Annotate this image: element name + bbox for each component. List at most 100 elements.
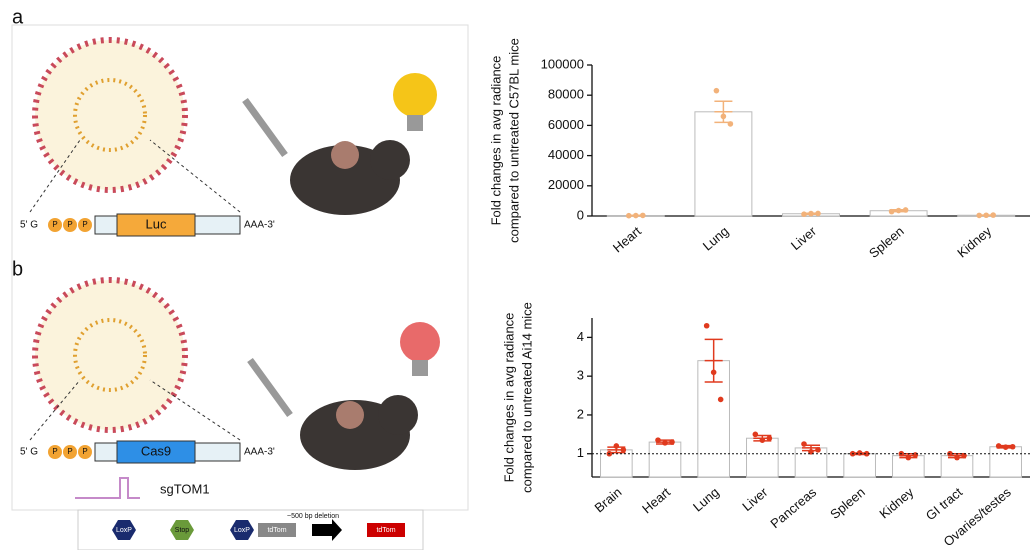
data-point bbox=[913, 452, 919, 458]
zoom-line bbox=[150, 380, 240, 440]
data-point bbox=[801, 211, 807, 217]
data-point bbox=[996, 443, 1002, 449]
nanoparticle bbox=[35, 40, 185, 190]
y-tick-label: 0 bbox=[577, 207, 584, 222]
data-point bbox=[728, 121, 734, 127]
data-point bbox=[906, 455, 912, 461]
bar bbox=[695, 112, 752, 216]
y-tick-label: 4 bbox=[577, 329, 584, 344]
panel-label: b bbox=[12, 258, 23, 280]
mrna-label: 5' G bbox=[20, 220, 38, 231]
syringe bbox=[250, 360, 290, 415]
y-tick-label: 40000 bbox=[548, 147, 584, 162]
mrna-label: 5' G bbox=[20, 447, 38, 458]
cap-label: P bbox=[82, 447, 87, 456]
data-point bbox=[815, 211, 821, 217]
stop-label: Stop bbox=[175, 527, 190, 534]
bar bbox=[649, 442, 681, 477]
cap-label: P bbox=[52, 220, 57, 229]
sgrna-label: sgTOM1 bbox=[160, 481, 210, 496]
data-point bbox=[976, 213, 982, 219]
x-tick-label: Spleen bbox=[866, 223, 907, 261]
data-point bbox=[614, 443, 620, 449]
data-point bbox=[990, 212, 996, 218]
data-point bbox=[669, 439, 675, 445]
bulb-base bbox=[407, 115, 423, 131]
data-point bbox=[662, 440, 668, 446]
data-point bbox=[721, 114, 727, 120]
y-tick-label: 80000 bbox=[548, 87, 584, 102]
x-tick-label: Liver bbox=[788, 223, 820, 253]
data-point bbox=[801, 441, 807, 447]
y-axis-label: compared to untreated C57BL mice bbox=[506, 38, 521, 243]
bulb-base bbox=[412, 360, 428, 376]
data-point bbox=[903, 207, 909, 213]
y-tick-label: 20000 bbox=[548, 177, 584, 192]
data-point bbox=[714, 88, 720, 94]
x-tick-label: Brain bbox=[592, 484, 625, 515]
x-tick-label: Kidney bbox=[954, 223, 994, 260]
y-tick-label: 2 bbox=[577, 406, 584, 421]
x-tick-label: Heart bbox=[639, 484, 673, 516]
x-tick-label: Spleen bbox=[827, 484, 868, 522]
panel-label: a bbox=[12, 6, 24, 28]
bar bbox=[844, 454, 876, 477]
data-point bbox=[815, 447, 821, 453]
data-point bbox=[704, 323, 710, 329]
data-point bbox=[655, 437, 661, 443]
zoom-line bbox=[150, 140, 240, 212]
data-point bbox=[983, 212, 989, 218]
deletion-label: ~500 bp deletion bbox=[287, 513, 339, 520]
mouse-ear bbox=[331, 141, 359, 169]
mrna-label: AAA-3' bbox=[244, 220, 275, 231]
y-tick-label: 3 bbox=[577, 368, 584, 383]
data-point bbox=[767, 435, 773, 441]
y-tick-label: 100000 bbox=[541, 56, 584, 71]
y-axis-label: compared to untreated Ai14 mice bbox=[519, 302, 534, 493]
data-point bbox=[753, 432, 759, 438]
data-point bbox=[718, 397, 724, 403]
data-point bbox=[626, 213, 632, 219]
mouse-ear bbox=[336, 401, 364, 429]
data-point bbox=[857, 450, 863, 456]
loxp-label: LoxP bbox=[116, 527, 132, 534]
x-tick-label: GI tract bbox=[923, 484, 966, 523]
sgrna-icon bbox=[75, 478, 140, 498]
cap-label: P bbox=[52, 447, 57, 456]
mouse-head bbox=[378, 395, 418, 435]
figure: a b 5' G P P P Luc AAA-3' 5' G P P P Cas… bbox=[0, 0, 1030, 550]
data-point bbox=[640, 213, 646, 219]
tdtom-label: tdTom bbox=[376, 527, 395, 534]
y-tick-label: 60000 bbox=[548, 117, 584, 132]
mouse-head bbox=[370, 140, 410, 180]
cap-label: P bbox=[67, 220, 72, 229]
data-point bbox=[633, 213, 639, 219]
cap-label: P bbox=[82, 220, 87, 229]
x-tick-label: Pancreas bbox=[767, 484, 819, 531]
gene-label: Cas9 bbox=[141, 443, 171, 458]
mrna-label: AAA-3' bbox=[244, 447, 275, 458]
gene-label: Luc bbox=[146, 216, 167, 231]
data-point bbox=[1003, 444, 1009, 450]
data-point bbox=[808, 211, 814, 217]
x-tick-label: Lung bbox=[690, 484, 722, 514]
data-point bbox=[711, 369, 717, 375]
bar bbox=[990, 447, 1022, 477]
bulb bbox=[400, 322, 440, 362]
syringe bbox=[245, 100, 285, 155]
data-point bbox=[889, 209, 895, 215]
bulb bbox=[393, 73, 437, 117]
data-point bbox=[621, 447, 627, 453]
data-point bbox=[954, 455, 960, 461]
y-tick-label: 1 bbox=[577, 445, 584, 460]
bar bbox=[747, 438, 779, 477]
x-tick-label: Lung bbox=[700, 223, 732, 253]
cap-label: P bbox=[67, 447, 72, 456]
x-tick-label: Heart bbox=[610, 223, 644, 255]
loxp-label: LoxP bbox=[234, 527, 250, 534]
illustration: a b 5' G P P P Luc AAA-3' 5' G P P P Cas… bbox=[12, 6, 468, 550]
data-point bbox=[1010, 444, 1016, 450]
data-point bbox=[760, 437, 766, 443]
tdtom-label: tdTom bbox=[267, 527, 286, 534]
y-axis-label: Fold changes in avg radiance bbox=[488, 56, 503, 226]
